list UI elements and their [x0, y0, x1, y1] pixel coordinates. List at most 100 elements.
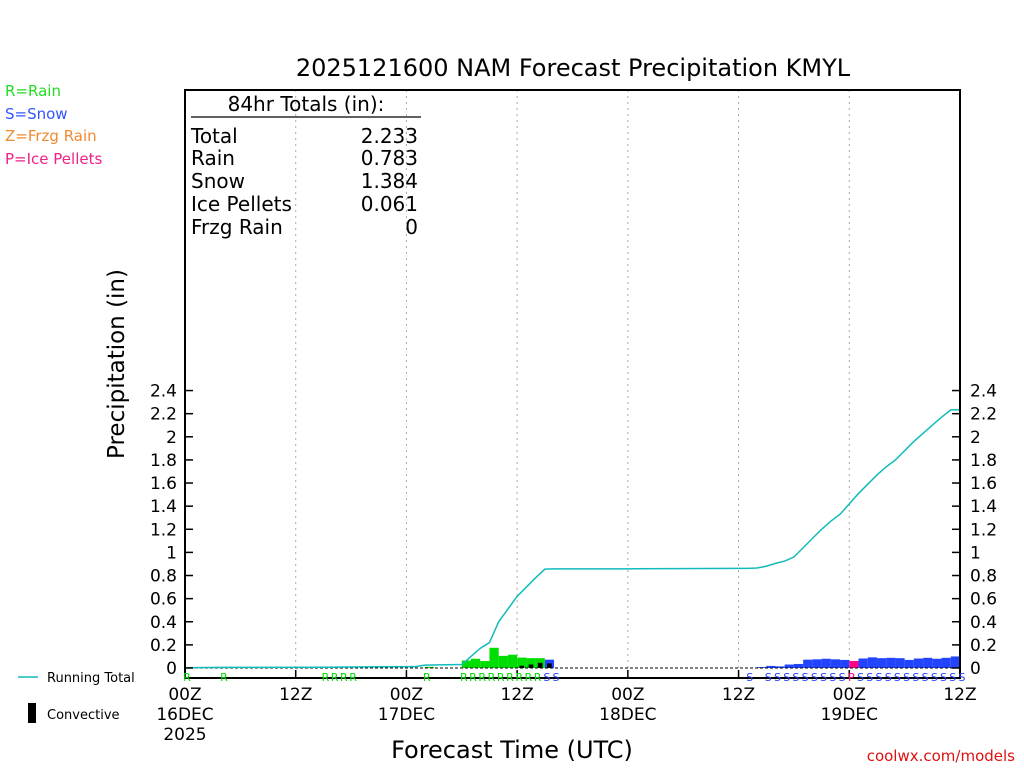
- precip-type-marker: S: [949, 671, 956, 684]
- precip-type-marker: R: [183, 671, 191, 684]
- x-tick-label: 12Z: [722, 685, 755, 705]
- precip-type-marker: S: [774, 671, 781, 684]
- precip-bar: [923, 657, 933, 668]
- y-tick-label-left: 0.2: [150, 636, 177, 656]
- precip-type-marker: S: [839, 671, 846, 684]
- totals-row-label: Rain: [191, 146, 235, 170]
- precip-bar: [489, 647, 499, 668]
- precip-type-marker: S: [829, 671, 836, 684]
- chart-title: 2025121600 NAM Forecast Precipitation KM…: [296, 54, 851, 82]
- y-tick-label-right: 1: [970, 543, 981, 563]
- totals-row-value: 1.384: [361, 169, 418, 193]
- precip-type-marker: R: [478, 671, 486, 684]
- x-tick-label: 00Z: [168, 685, 201, 705]
- precip-bar: [858, 658, 868, 668]
- precip-bar: [775, 666, 785, 668]
- precip-type-marker: S: [543, 671, 550, 684]
- y-tick-label-left: 1.2: [150, 520, 177, 540]
- precip-type-marker: S: [857, 671, 864, 684]
- precip-bar: [932, 658, 942, 668]
- x-tick-label: 12Z: [943, 685, 976, 705]
- convective-bar: [528, 664, 534, 668]
- precip-bar: [461, 660, 472, 668]
- precip-type-marker: P: [848, 671, 855, 684]
- series-legend: Running Total Convective: [18, 671, 135, 723]
- precip-type-marker: R: [322, 671, 330, 684]
- x-tick-label: 00Z: [611, 685, 644, 705]
- y-tick-label-right: 0: [970, 659, 981, 679]
- legend-freezing-rain: Z=Frzg Rain: [5, 127, 97, 145]
- site-credit: coolwx.com/models: [867, 747, 1015, 765]
- y-tick-label-right: 2.2: [970, 405, 997, 425]
- y-tick-label-right: 2: [970, 428, 981, 448]
- precip-bar: [803, 659, 813, 668]
- precip-type-marker: S: [802, 671, 809, 684]
- precip-bar: [821, 658, 831, 668]
- precip-type-marker: S: [746, 671, 753, 684]
- x-tick-label: 00Z: [390, 685, 423, 705]
- totals-row-label: Snow: [191, 169, 245, 193]
- totals-row-value: 0.061: [361, 192, 418, 216]
- x-tick-label: 00Z: [833, 685, 866, 705]
- precip-type-marker: R: [331, 671, 339, 684]
- totals-box: 84hr Totals (in): Total 2.233 Rain 0.783…: [190, 92, 421, 239]
- precip-bar: [904, 659, 914, 668]
- precip-bar: [784, 664, 794, 668]
- y-tick-label-right: 1.8: [970, 451, 997, 471]
- y-tick-label-left: 0.6: [150, 590, 177, 610]
- convective-bar: [537, 662, 543, 668]
- y-tick-label-left: 1: [166, 543, 177, 563]
- convective-bars: [519, 662, 552, 668]
- gridlines: [295, 90, 850, 678]
- y-tick-label-right: 1.2: [970, 520, 997, 540]
- y-tick-label-right: 1.4: [970, 497, 997, 517]
- y-tick-label-left: 0: [166, 659, 177, 679]
- precip-type-marker: S: [931, 671, 938, 684]
- y-tick-label-left: 2: [166, 428, 177, 448]
- totals-heading: 84hr Totals (in):: [228, 92, 385, 116]
- x-tick-year: 2025: [163, 725, 206, 745]
- precip-bar: [895, 658, 905, 668]
- type-legend: R=Rain S=Snow Z=Frzg Rain P=Ice Pellets: [5, 82, 102, 168]
- precip-bar: [424, 666, 435, 668]
- y-tick-label-left: 0.8: [150, 567, 177, 587]
- y-tick-label-right: 0.6: [970, 590, 997, 610]
- precip-type-marker: S: [940, 671, 947, 684]
- y-tick-label-left: 2.4: [150, 382, 177, 402]
- precip-type-marker: S: [792, 671, 799, 684]
- y-axis-ticks: 0 0 0.2 0.2 0.4 0.4 0.6 0.6 0.8 0.8 1 1 1.2 1.2 1.4 1.4…: [150, 382, 997, 679]
- precip-type-marker: R: [525, 671, 533, 684]
- legend-ice-pellets: P=Ice Pellets: [5, 150, 102, 168]
- precip-bar: [793, 663, 804, 668]
- convective-bar: [547, 663, 552, 668]
- legend-snow: S=Snow: [5, 105, 68, 123]
- y-tick-label-left: 1.4: [150, 497, 177, 517]
- precip-type-marker: R: [423, 671, 431, 684]
- precip-type-marker: S: [912, 671, 919, 684]
- precip-bar: [913, 658, 924, 668]
- running-total-legend-label: Running Total: [47, 671, 135, 686]
- precip-bar: [950, 656, 960, 668]
- convective-swatch: [28, 703, 36, 723]
- x-tick-date: 16DEC: [156, 705, 213, 725]
- precip-type-marker: R: [340, 671, 348, 684]
- precip-type-marker: S: [875, 671, 882, 684]
- precip-type-marker: S: [765, 671, 772, 684]
- x-tick-date: 18DEC: [599, 705, 656, 725]
- totals-row-label: Frzg Rain: [191, 215, 283, 239]
- convective-bar: [519, 665, 525, 668]
- precip-bars: [424, 647, 960, 668]
- precip-type-marker: S: [903, 671, 910, 684]
- running-total-line: [184, 409, 960, 669]
- precip-type-marker: S: [783, 671, 790, 684]
- precip-type-marker: S: [811, 671, 818, 684]
- totals-row-value: 0: [405, 215, 418, 239]
- precip-bar: [471, 658, 481, 668]
- precip-type-marker: S: [922, 671, 929, 684]
- precip-bar: [507, 654, 518, 668]
- precip-bar: [941, 657, 951, 668]
